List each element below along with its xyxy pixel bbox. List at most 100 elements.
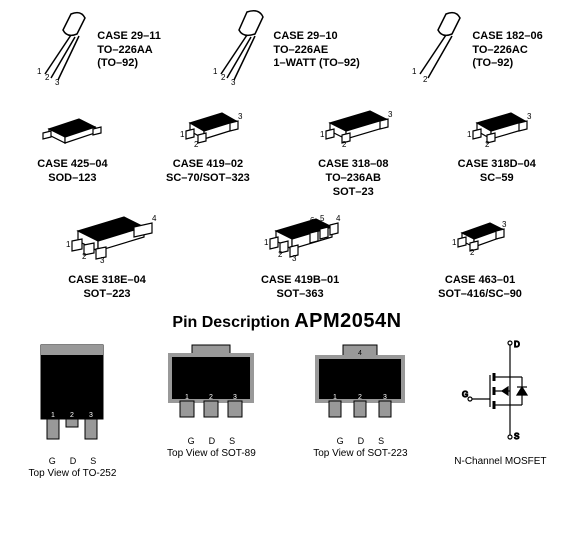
label-line: SC–70/SOT–323 [166,172,250,186]
label-line: CASE 419B–01 [261,274,339,288]
caption: N-Channel MOSFET [454,456,546,467]
svg-text:2: 2 [82,252,87,261]
pkg-icon: 1 2 3 6 5 4 [250,207,350,270]
label-line: CASE 29–11 [97,30,161,44]
title-text: Pin Description [172,314,289,331]
svg-text:1: 1 [320,130,325,139]
pkg-icon: 1 2 3 [207,8,267,89]
pkg-icon: 1 2 3 [457,101,537,154]
pkg-icon: 1 2 3 [308,101,398,154]
pkg-labels: CASE 318–08 TO–236AB SOT–23 [318,158,388,199]
label-line: SOT–223 [68,288,146,302]
svg-text:1: 1 [37,67,42,76]
svg-text:3: 3 [55,78,60,86]
svg-text:3: 3 [100,256,105,265]
svg-text:D: D [514,340,520,349]
svg-text:2: 2 [423,75,428,84]
pkg-to92-a: 1 2 3 CASE 29–11 TO–226AA (TO–92) [31,8,161,93]
svg-text:1: 1 [180,130,185,139]
svg-text:2: 2 [45,73,50,82]
svg-text:3: 3 [231,78,236,86]
svg-text:4: 4 [336,214,341,223]
label-line: TO–226AC [472,44,542,58]
label-line: TO–226AA [97,44,161,58]
pkg-labels: CASE 29–10 TO–226AE 1–WATT (TO–92) [273,30,359,71]
pkg-labels: CASE 419B–01 SOT–363 [261,274,339,302]
pin-label: D [358,436,365,446]
caption: Top View of SOT-89 [167,448,256,459]
svg-text:1: 1 [66,240,71,249]
svg-text:3: 3 [502,220,507,229]
pkg-icon: 1 2 3 4 [305,337,415,430]
svg-text:1: 1 [412,67,417,76]
label-line: CASE 29–10 [273,30,359,44]
pkg-icon: 1 2 3 [156,337,266,430]
pkg-labels: CASE 463–01 SOT–416/SC–90 [438,274,522,302]
caption: Top View of SOT-223 [313,448,407,459]
pkg-to92-c: 1 2 CASE 182–06 TO–226AC (TO–92) [406,8,542,93]
pkg-labels: CASE 318D–04 SC–59 [458,158,536,186]
svg-text:2: 2 [342,140,347,149]
pkg-labels: CASE 425–04 SOD–123 [37,158,107,186]
pin-label: G [49,456,56,466]
svg-text:1: 1 [185,394,189,401]
pin-label: S [378,436,384,446]
svg-text:2: 2 [209,394,213,401]
pkg-icon: 1 2 3 [27,337,117,450]
pkg-to92-b: 1 2 3 CASE 29–10 TO–226AE 1–WATT (TO–92) [207,8,359,93]
svg-text:5: 5 [320,214,325,223]
svg-text:4: 4 [152,214,157,223]
row-3: 1 2 3 4 CASE 318E–04 SOT–223 [8,207,566,302]
row-4: 1 2 3 G D S Top View of TO-252 1 2 3 [8,337,566,479]
svg-text:1: 1 [452,238,457,247]
svg-text:2: 2 [358,394,362,401]
svg-text:2: 2 [194,140,199,149]
pin-label: S [90,456,96,466]
schematic-icon: D S G [460,337,540,450]
pkg-sot223-top: 1 2 3 4 G D S Top View of SOT-223 [305,337,415,479]
svg-text:2: 2 [70,412,74,419]
svg-text:3: 3 [527,112,532,121]
svg-text:2: 2 [278,250,283,259]
label-line: SOD–123 [37,172,107,186]
svg-text:1: 1 [264,238,269,247]
pkg-icon [37,101,107,154]
pkg-icon: 1 2 3 [168,101,248,154]
svg-text:1: 1 [467,130,472,139]
label-line: TO–236AB [318,172,388,186]
section-title: Pin Description APM2054N [8,310,566,333]
pkg-labels: CASE 318E–04 SOT–223 [68,274,146,302]
svg-text:3: 3 [238,112,243,121]
svg-text:3: 3 [233,394,237,401]
svg-text:4: 4 [358,350,362,357]
pkg-sot89-top: 1 2 3 G D S Top View of SOT-89 [156,337,266,479]
pkg-labels: CASE 419–02 SC–70/SOT–323 [166,158,250,186]
svg-text:S: S [514,432,519,441]
label-line: SC–59 [458,172,536,186]
svg-text:6: 6 [310,216,315,225]
label-line: SOT–363 [261,288,339,302]
pin-label: S [229,436,235,446]
svg-text:3: 3 [292,254,297,263]
label-line: CASE 419–02 [166,158,250,172]
label-line: CASE 182–06 [472,30,542,44]
svg-text:1: 1 [51,412,55,419]
pkg-sod123: CASE 425–04 SOD–123 [37,101,107,199]
row-1: 1 2 3 CASE 29–11 TO–226AA (TO–92) 1 2 3 [8,8,566,93]
svg-text:1: 1 [213,67,218,76]
pin-labels: G D S [188,436,236,446]
label-line: TO–226AE [273,44,359,58]
pin-label: D [209,436,216,446]
label-line: CASE 318E–04 [68,274,146,288]
label-line: CASE 318D–04 [458,158,536,172]
pin-label: D [70,456,77,466]
pin-labels: G D S [337,436,385,446]
pkg-to252-top: 1 2 3 G D S Top View of TO-252 [27,337,117,479]
svg-text:2: 2 [470,248,475,257]
pin-label: G [188,436,195,446]
row-2: CASE 425–04 SOD–123 1 2 3 CASE 419–02 [8,101,566,199]
svg-text:2: 2 [221,73,226,82]
svg-text:3: 3 [388,110,393,119]
label-line: CASE 425–04 [37,158,107,172]
pin-label: G [337,436,344,446]
